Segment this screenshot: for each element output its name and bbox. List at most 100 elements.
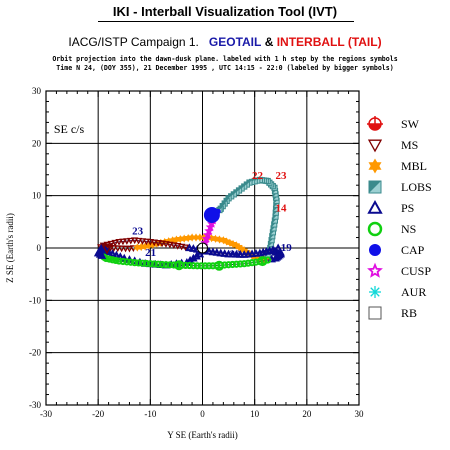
subtitle-geotail: GEOTAIL	[208, 35, 262, 49]
cusp-star	[204, 226, 214, 235]
ns-ring	[170, 261, 178, 269]
ns-ring	[162, 261, 170, 269]
ps-triangle	[224, 249, 233, 258]
aur-spoke	[370, 287, 380, 297]
geotail-point	[142, 259, 151, 268]
ns-ring	[112, 256, 120, 265]
geotail-point	[228, 249, 237, 258]
ns-ring	[224, 261, 233, 269]
interball-point	[205, 222, 216, 232]
geotail-point	[240, 260, 248, 268]
geotail-point	[220, 249, 229, 257]
ps-triangle	[367, 199, 383, 214]
legend-item-cap: CAP	[369, 243, 425, 257]
ms-triangle	[115, 238, 123, 246]
ns-ring	[232, 260, 241, 268]
geotail-point	[170, 261, 178, 269]
interball-point	[202, 229, 213, 239]
geotail-point	[158, 260, 166, 269]
geotail-point	[208, 247, 218, 256]
geotail-point	[212, 248, 222, 256]
ns-ring	[127, 258, 135, 266]
geotail-point	[224, 249, 233, 258]
hour-marker-label: 20	[230, 248, 242, 260]
legend: SW MS MBL LOBS PS NS CAP CUSP AUR RB	[367, 116, 432, 320]
legend-label: AUR	[401, 285, 426, 299]
ms-triangle	[130, 237, 139, 245]
geotail-point	[193, 262, 201, 270]
legend-item-ms: MS	[367, 138, 418, 153]
geotail-point	[127, 258, 135, 266]
half-filled-circle-icon	[367, 116, 383, 131]
ms-triangle	[367, 139, 383, 153]
legend-item-cusp: CUSP	[367, 262, 431, 278]
interball-point	[114, 245, 122, 253]
interball-point	[125, 245, 134, 253]
ms-triangle	[117, 245, 126, 253]
ps-triangle	[195, 249, 205, 258]
big-symbol-ps	[271, 243, 285, 256]
big-symbol-cap	[203, 207, 220, 224]
hour-marker-label: 23	[276, 170, 288, 182]
geotail-point	[201, 262, 209, 270]
ms-triangle	[162, 241, 170, 248]
interball-point	[192, 233, 200, 242]
geotail-point	[248, 259, 256, 267]
y-tick-label: 10	[32, 191, 42, 201]
ms-triangle	[166, 241, 174, 249]
interball-point	[196, 233, 204, 242]
ps-triangle	[189, 253, 198, 262]
geotail-orbit	[93, 237, 286, 270]
geotail-point	[162, 241, 170, 248]
x-tick-label: -20	[92, 409, 104, 419]
geotail-point	[131, 259, 139, 267]
ms-triangle	[110, 245, 118, 252]
geotail-point	[189, 262, 197, 270]
big-symbol-ns	[174, 260, 185, 271]
ps-triangle	[192, 251, 201, 260]
legend-item-ps: PS	[367, 199, 414, 215]
cap-dot	[203, 207, 220, 224]
ns-ring	[257, 256, 268, 267]
geotail-point	[166, 261, 174, 269]
ns-ring	[240, 260, 248, 268]
interball-point	[110, 245, 118, 252]
ns-ring	[201, 262, 209, 270]
frame-label: SE c/s	[54, 122, 85, 136]
legend-item-ns: NS	[367, 221, 416, 237]
geotail-point	[177, 243, 186, 251]
ms-triangle	[127, 237, 135, 245]
ms-triangle	[114, 245, 122, 253]
geotail-point	[134, 237, 143, 245]
star-of-david-icon	[368, 158, 382, 174]
geotail-point	[115, 257, 123, 265]
big-symbol-ns	[257, 256, 268, 267]
interball-point	[189, 253, 198, 262]
geotail-point	[216, 248, 226, 257]
legend-label: SW	[401, 117, 420, 131]
ns-ring	[264, 256, 272, 264]
rb-square	[368, 306, 382, 320]
geotail-point	[162, 261, 170, 269]
interball-point	[201, 233, 212, 243]
title-underline	[98, 21, 354, 22]
ms-triangle	[100, 243, 114, 255]
asterisk-icon	[369, 286, 381, 298]
ns-ring	[115, 257, 123, 265]
ms-triangle	[103, 241, 112, 249]
ns-ring	[189, 262, 197, 270]
geotail-point	[150, 239, 158, 247]
geotail-point	[123, 258, 131, 266]
y-tick-label: 0	[37, 243, 42, 253]
ns-ring	[142, 259, 151, 268]
ns-ring	[185, 261, 194, 270]
geotail-point	[205, 262, 213, 270]
legend-item-aur: AUR	[369, 285, 426, 299]
y-axis-label: Z SE (Earth's radii)	[5, 213, 15, 283]
down-triangle-icon	[367, 139, 383, 153]
ps-triangle	[212, 248, 222, 256]
ns-ring	[146, 260, 154, 268]
ns-ring	[228, 260, 237, 269]
ns-ring	[131, 259, 139, 267]
ns-ring	[174, 260, 185, 271]
